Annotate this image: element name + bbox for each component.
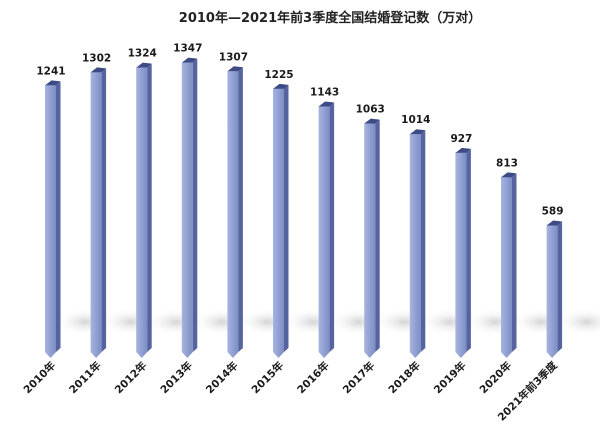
data-label: 1302 [82, 52, 111, 64]
data-label: 813 [496, 157, 518, 169]
bar-top [273, 83, 289, 89]
bar [181, 57, 198, 358]
data-label: 1347 [173, 43, 202, 55]
bar-side [329, 102, 335, 352]
bar-top [181, 57, 198, 63]
bar-front [227, 71, 239, 358]
x-tick-label: 2010年 [21, 359, 59, 397]
bar-side [238, 67, 243, 352]
x-tick-label: 2017年 [340, 359, 378, 397]
data-labels: 1241 1302 1324 1347 1307 1225 1143 1063 1014 927 8… [36, 43, 563, 218]
x-tick-label: 2014年 [203, 359, 241, 397]
data-label: 1324 [128, 48, 157, 60]
bar-top [501, 172, 517, 178]
bar [90, 67, 107, 359]
bar-side [557, 221, 563, 352]
bar-front [90, 72, 102, 359]
bar [45, 80, 61, 358]
bar [501, 172, 517, 358]
bar-front [409, 134, 421, 358]
bar-top [318, 101, 335, 107]
x-tick-label: 2016年 [294, 359, 332, 397]
data-label: 1063 [356, 104, 385, 116]
bar [546, 220, 563, 358]
x-axis-labels: 2010年 2011年 2012年 2013年 2014年 2015年 2016年 2017年… [21, 359, 560, 424]
data-label: 927 [450, 133, 472, 145]
data-label: 1241 [36, 65, 65, 77]
bar-front [136, 67, 148, 358]
bar [227, 66, 243, 358]
x-tick-label: 2011年 [66, 359, 104, 397]
bar-series [45, 57, 563, 359]
bar [273, 83, 289, 359]
bar-top [409, 129, 426, 135]
bar-top [90, 67, 107, 73]
data-label: 589 [542, 205, 564, 217]
bar-front [364, 123, 376, 358]
data-label: 1307 [219, 51, 248, 63]
bar-side [101, 68, 107, 353]
x-tick-label: 2020年 [477, 359, 515, 397]
x-tick-label: 2013年 [158, 359, 196, 397]
bar-front [455, 152, 467, 358]
bar-front [501, 177, 512, 358]
data-label: 1225 [264, 69, 293, 81]
data-label: 1143 [310, 86, 339, 98]
bar-side [192, 58, 198, 352]
bar [455, 147, 471, 358]
bar-side [512, 173, 517, 352]
bar-side [147, 63, 152, 353]
bar-top [45, 80, 61, 86]
bar-side [375, 119, 380, 352]
data-label: 1014 [401, 114, 430, 126]
x-tick-label: 2012年 [112, 359, 150, 397]
bar [409, 129, 426, 358]
chart-title: 2010年—2021年前3季度全国结婚登记数（万对） [179, 10, 481, 26]
bar-side [420, 130, 426, 352]
bar-side [466, 148, 471, 352]
bar-side [284, 84, 289, 353]
bar-front [45, 85, 56, 358]
x-tick-label: 2019年 [431, 359, 469, 397]
bar-top [546, 220, 563, 226]
bar [136, 62, 152, 358]
bar [318, 101, 335, 358]
bar-side [56, 81, 61, 352]
bar-front [181, 62, 193, 358]
x-tick-label: 2015年 [249, 359, 287, 397]
bar-top [455, 147, 471, 153]
bar-shadow [556, 308, 600, 336]
bar-front [318, 106, 330, 358]
bar-front [273, 88, 284, 359]
bar-top [227, 66, 243, 72]
bar [364, 118, 380, 358]
bar-top [136, 62, 152, 68]
x-tick-label: 2018年 [386, 359, 424, 397]
bar-front [546, 225, 558, 358]
bar-top [364, 118, 380, 124]
